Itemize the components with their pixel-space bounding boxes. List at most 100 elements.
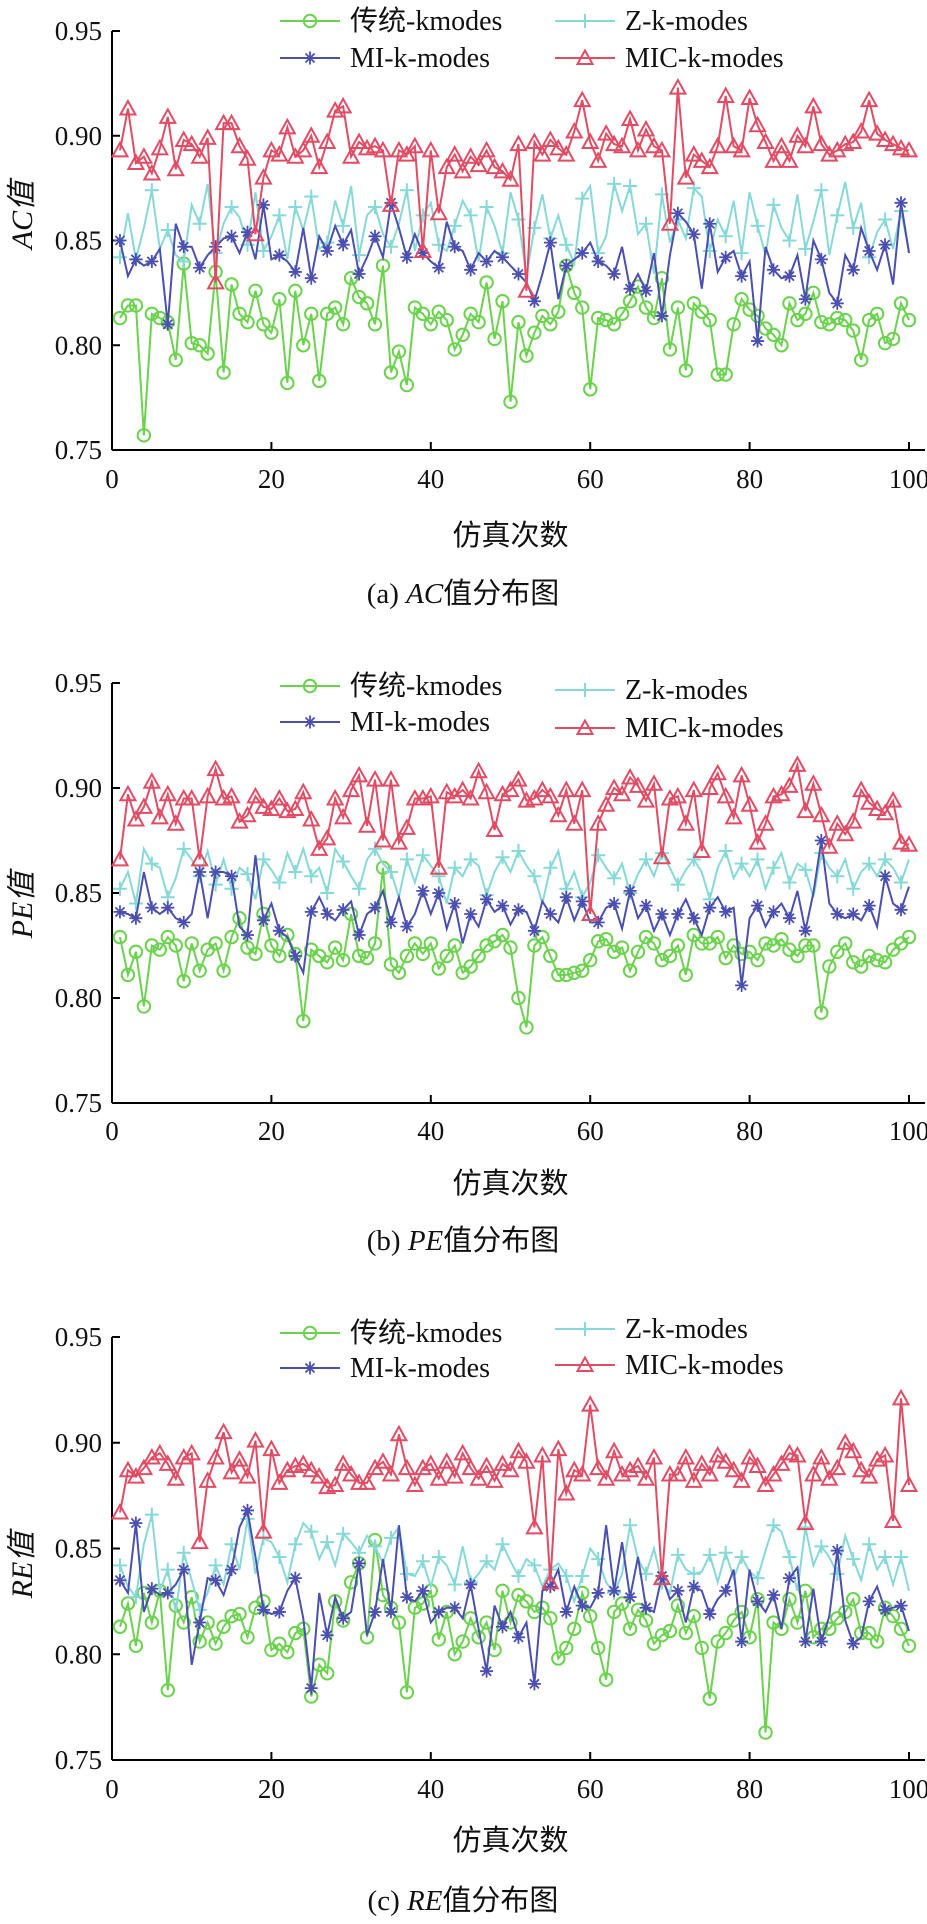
data-point xyxy=(527,1677,541,1691)
series-mic xyxy=(110,1388,919,1590)
data-point xyxy=(448,897,462,910)
data-point xyxy=(718,1625,733,1641)
data-point xyxy=(225,229,239,243)
data-point xyxy=(304,1524,319,1539)
data-point xyxy=(161,1586,175,1600)
data-point xyxy=(668,786,688,804)
data-point xyxy=(270,788,289,806)
data-point xyxy=(814,1635,828,1649)
data-point xyxy=(320,907,334,921)
data-point xyxy=(734,856,749,871)
data-point xyxy=(208,1636,223,1651)
data-point xyxy=(161,901,175,915)
series-line-z xyxy=(119,1514,910,1613)
data-point xyxy=(128,298,144,313)
data-point xyxy=(734,291,749,307)
data-point xyxy=(735,1635,749,1649)
data-point xyxy=(885,1608,901,1624)
data-point xyxy=(192,338,207,353)
data-point xyxy=(758,936,773,951)
data-point xyxy=(327,940,343,955)
data-point xyxy=(416,1584,430,1598)
data-point xyxy=(469,761,488,779)
data-point xyxy=(310,1467,329,1484)
legend-marker xyxy=(575,1355,595,1372)
caption-suffix: 值分布图 xyxy=(442,1884,558,1917)
data-point xyxy=(559,259,573,273)
data-point xyxy=(455,327,470,342)
legend-label: MI-k-modes xyxy=(350,43,490,74)
data-point xyxy=(224,1608,239,1624)
data-point xyxy=(533,780,552,798)
data-point xyxy=(869,306,885,322)
caption-prefix: (c) xyxy=(368,1885,407,1917)
data-point xyxy=(216,1619,231,1634)
data-point xyxy=(623,282,637,296)
data-point xyxy=(883,134,903,152)
data-point xyxy=(126,809,146,827)
data-point xyxy=(606,944,622,959)
data-point xyxy=(509,770,528,787)
data-point xyxy=(333,96,353,114)
data-point xyxy=(766,327,781,342)
data-point xyxy=(272,291,287,307)
data-point xyxy=(479,938,494,953)
data-point xyxy=(623,1590,637,1604)
data-point xyxy=(176,1545,191,1560)
data-point xyxy=(168,938,183,953)
data-point xyxy=(416,884,430,898)
data-point xyxy=(110,849,130,867)
series-mi xyxy=(113,196,910,348)
data-point xyxy=(256,852,271,867)
data-point xyxy=(646,1636,662,1651)
data-point xyxy=(184,335,199,351)
data-point xyxy=(774,338,789,353)
data-point xyxy=(113,1573,127,1587)
data-point xyxy=(176,841,191,856)
data-point xyxy=(225,1563,239,1577)
series-z xyxy=(112,1507,910,1617)
data-point xyxy=(676,1447,696,1465)
data-point xyxy=(859,1467,879,1484)
data-point xyxy=(447,1647,462,1662)
data-point xyxy=(405,1475,425,1493)
data-point xyxy=(573,1464,592,1482)
data-point xyxy=(415,848,430,863)
data-point xyxy=(652,847,672,865)
data-point xyxy=(367,936,383,951)
series-mic xyxy=(110,78,919,298)
data-point xyxy=(878,852,893,867)
y-tick-label: 0.80 xyxy=(55,983,102,1013)
data-point xyxy=(598,1672,614,1687)
data-point xyxy=(222,786,241,804)
data-point xyxy=(718,1545,733,1560)
data-point xyxy=(652,1568,672,1586)
data-point xyxy=(607,871,622,886)
data-point xyxy=(160,223,175,238)
data-point xyxy=(875,803,895,821)
data-point xyxy=(272,875,287,890)
data-point xyxy=(806,938,821,953)
series-mi xyxy=(113,834,910,992)
data-point xyxy=(136,999,152,1014)
data-point xyxy=(766,1518,781,1533)
data-point xyxy=(496,1620,510,1634)
data-point xyxy=(878,238,892,252)
data-point xyxy=(495,850,510,865)
data-point xyxy=(732,1471,751,1488)
series-line-mic xyxy=(118,87,910,291)
data-point xyxy=(447,1577,462,1592)
data-point xyxy=(209,240,223,254)
data-point xyxy=(718,950,733,966)
data-point xyxy=(144,183,159,198)
data-point xyxy=(280,927,295,943)
data-point xyxy=(830,208,845,223)
data-point xyxy=(352,248,367,263)
data-point xyxy=(655,309,669,323)
data-point xyxy=(383,865,398,879)
data-point xyxy=(724,1460,743,1478)
data-point xyxy=(628,776,648,793)
data-point xyxy=(859,793,879,810)
legend-marker xyxy=(302,1325,318,1341)
data-point xyxy=(182,134,201,152)
